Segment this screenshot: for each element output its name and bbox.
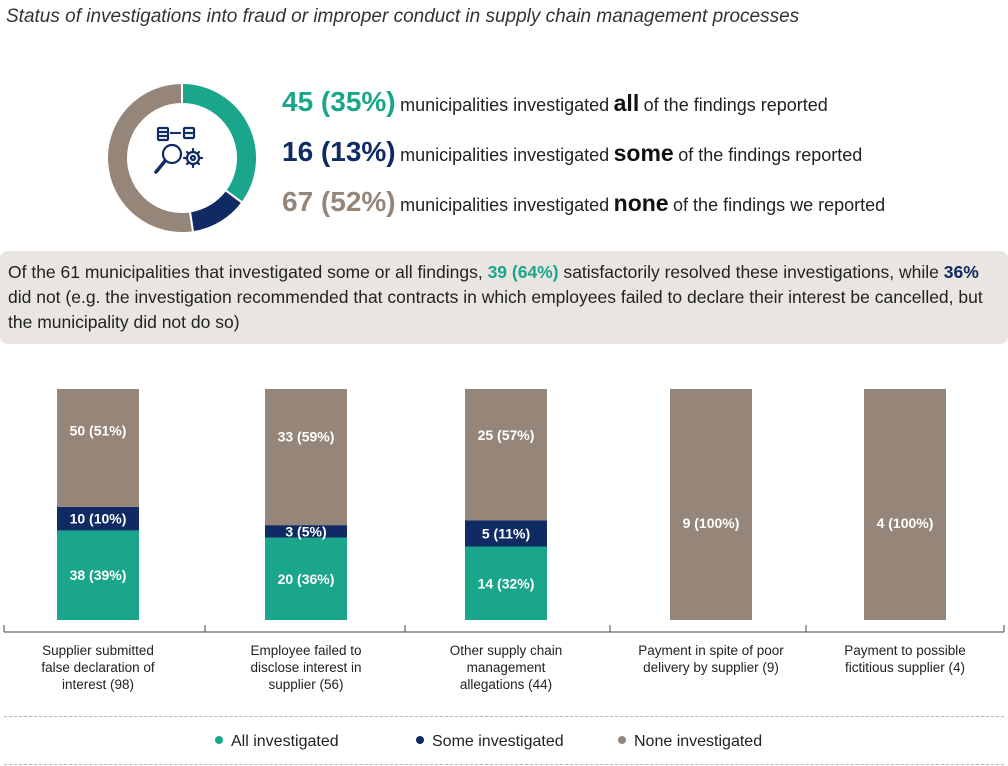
summary-all-post: of the findings reported <box>643 95 828 115</box>
data-label-all: 20 (36%) <box>278 571 335 587</box>
bar-segment-none <box>864 389 946 620</box>
legend-label-none: None investigated <box>634 733 763 750</box>
category-label-line: allegations (44) <box>459 677 553 692</box>
note-highlight-resolved: 39 (64%) <box>487 262 559 282</box>
legend-item-none: None investigated <box>618 733 762 751</box>
summary-all-keyword: all <box>613 90 640 116</box>
summary-all-pre: municipalities investigated <box>400 95 610 115</box>
legend-swatch-none <box>618 736 626 744</box>
data-label-none: 50 (51%) <box>70 422 127 438</box>
summary-all-number: 45 (35%) <box>282 86 396 117</box>
data-label-none: 33 (59%) <box>278 429 335 445</box>
category-label-line: Supplier submitted <box>42 643 154 658</box>
summary-some-post: of the findings reported <box>678 145 863 165</box>
bar-segment-none <box>265 389 347 526</box>
data-label-none: 9 (100%) <box>683 515 740 531</box>
category-label: Payment in spite of poor delivery by supp… <box>621 642 801 676</box>
legend-swatch-some <box>416 736 424 744</box>
donut-chart <box>106 81 258 234</box>
donut-slice-all <box>181 81 258 205</box>
category-label: Payment to possible fictitious supplier (… <box>815 642 995 676</box>
category-label: Other supply chain management allegations … <box>416 642 596 693</box>
bar-segment-some <box>57 506 139 531</box>
category-label-line: Payment to possible <box>844 643 966 658</box>
bar-segment-none <box>670 389 752 620</box>
summary-some: 16 (13%) municipalities investigated som… <box>282 136 862 168</box>
summary-all: 45 (35%) municipalities investigated all… <box>282 86 828 118</box>
data-label-some: 10 (10%) <box>70 511 127 527</box>
category-label-line: supplier (56) <box>268 677 344 692</box>
investigation-magnifier-gear-icon <box>154 126 204 174</box>
data-label-none: 25 (57%) <box>478 427 535 443</box>
category-label-line: Employee failed to <box>250 643 362 658</box>
note-highlight-unresolved: 36% <box>943 262 979 282</box>
summary-none-post: of the findings we reported <box>673 195 886 215</box>
summary-some-number: 16 (13%) <box>282 136 396 167</box>
bar-segment-some <box>465 520 547 547</box>
legend-label-all: All investigated <box>231 733 339 750</box>
summary-none-pre: municipalities investigated <box>400 195 610 215</box>
stacked-bar-chart: 38 (39%) 10 (10%) 50 (51%) 20 (36%) 3 (5%) 33… <box>3 389 1005 633</box>
legend-divider-top <box>4 716 1004 717</box>
legend-divider-bottom <box>4 764 1004 765</box>
category-label-line: false declaration of <box>41 660 155 675</box>
bar-segment-none <box>57 389 139 507</box>
resolution-note: Of the 61 municipalities that investigat… <box>0 251 1008 344</box>
legend-swatch-all <box>215 736 223 744</box>
legend: All investigated Some investigated None … <box>0 716 1008 766</box>
donut-slice-none <box>106 81 195 234</box>
summary-none: 67 (52%) municipalities investigated non… <box>282 186 885 218</box>
data-label-none: 4 (100%) <box>877 515 934 531</box>
donut-slice-some <box>188 188 244 234</box>
legend-item-all: All investigated <box>215 733 339 751</box>
note-text-3: did not (e.g. the investigation recommen… <box>8 287 983 332</box>
legend-item-some: Some investigated <box>416 733 564 751</box>
summary-some-keyword: some <box>613 140 674 166</box>
summary-none-keyword: none <box>613 190 669 216</box>
category-label-line: Other supply chain <box>449 643 563 658</box>
note-text-1: Of the 61 municipalities that investigat… <box>8 262 488 282</box>
bar-segment-some <box>265 525 347 538</box>
data-label-some: 3 (5%) <box>285 523 326 539</box>
bar-segment-all <box>465 546 547 620</box>
data-label-all: 14 (32%) <box>478 575 535 591</box>
category-label-line: interest (98) <box>61 677 135 692</box>
category-label-line: Payment in spite of poor <box>638 643 784 658</box>
category-label-line: fictitious supplier (4) <box>844 660 966 675</box>
bar-segment-all <box>265 537 347 620</box>
bar-segment-all <box>57 530 139 620</box>
category-label-line: management <box>466 660 546 675</box>
category-label-line: disclose interest in <box>250 660 362 675</box>
summary-some-pre: municipalities investigated <box>400 145 610 165</box>
category-label: Employee failed to disclose interest in su… <box>216 642 396 693</box>
category-label-line: delivery by supplier (9) <box>643 660 779 675</box>
data-label-some: 5 (11%) <box>482 525 530 541</box>
category-label: Supplier submitted false declaration of in… <box>8 642 188 693</box>
data-label-all: 38 (39%) <box>70 567 127 583</box>
summary-none-number: 67 (52%) <box>282 186 396 217</box>
note-text-2: satisfactorily resolved these investigat… <box>558 262 944 282</box>
legend-label-some: Some investigated <box>432 733 564 750</box>
bar-segment-none <box>465 389 547 521</box>
chart-title: Status of investigations into fraud or i… <box>6 6 800 27</box>
